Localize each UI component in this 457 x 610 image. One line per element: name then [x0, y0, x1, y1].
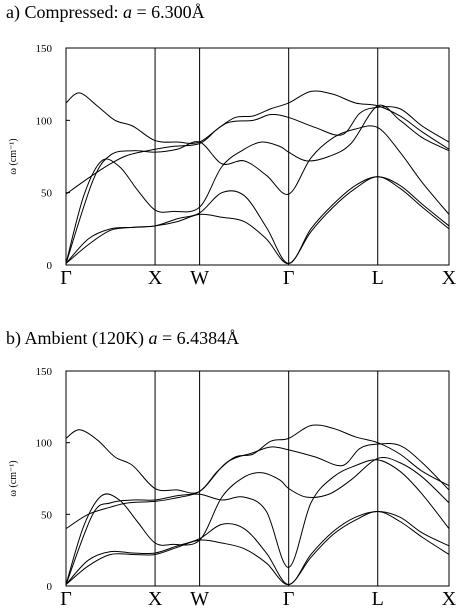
panel-a-title-suffix: = 6.300Å — [131, 2, 205, 22]
chart-b-branch-6 — [65, 510, 450, 586]
panel-a-title: a) Compressed: a = 6.300Å — [6, 2, 205, 23]
chart-b-branch-4 — [65, 459, 450, 585]
chart-a-branch-5 — [65, 176, 450, 265]
chart-b-ytick-label-100: 100 — [36, 438, 53, 450]
chart-a-branch-1 — [65, 92, 450, 144]
chart-b-ytick-label-50: 50 — [41, 509, 53, 521]
chart-b-branch-1 — [65, 429, 450, 494]
chart-a-ytick-label-0: 0 — [47, 260, 53, 272]
panel-b-title-suffix: = 6.4384Å — [157, 328, 240, 348]
chart-a-ytick-label-150: 150 — [36, 43, 53, 55]
panel-b-title-var: a — [148, 328, 158, 348]
chart-a-ytick-label-50: 50 — [41, 188, 53, 200]
chart-b-ylabel: ω (cm⁻¹) — [8, 460, 19, 496]
chart-b-xlabel-0: Γ — [60, 588, 72, 610]
chart-a-xlabel-2: W — [190, 267, 209, 289]
panel-a-title-var: a — [122, 2, 132, 22]
chart-a-branch-6 — [65, 176, 450, 265]
chart-b-branch-2 — [65, 424, 450, 530]
chart-b: 0 50 100 150 ω (cm⁻¹) Γ X W Γ L X — [8, 366, 457, 610]
panel-b-title-prefix: b) Ambient (120K) — [6, 328, 149, 348]
chart-a-xlabel-1: X — [148, 267, 163, 289]
chart-a-xlabel-3: Γ — [283, 267, 295, 289]
chart-b-branch-5 — [65, 510, 450, 586]
chart-a: 0 50 100 150 ω (cm⁻¹) Γ X W Γ L X — [8, 43, 457, 289]
chart-a-xlabel-4: L — [372, 267, 384, 289]
chart-b-xlabel-2: W — [190, 588, 209, 610]
chart-a-branch-3 — [65, 104, 450, 264]
chart-b-xlabel-5: X — [442, 588, 457, 610]
panel-b-title: b) Ambient (120K) a = 6.4384Å — [6, 328, 239, 349]
chart-b-frame — [65, 370, 450, 587]
chart-a-xlabel-5: X — [442, 267, 457, 289]
chart-a-ytick-label-100: 100 — [36, 115, 53, 127]
chart-b-ytick-label-0: 0 — [47, 581, 53, 593]
chart-b-ytick-label-150: 150 — [36, 366, 53, 378]
chart-a-ylabel: ω (cm⁻¹) — [8, 138, 19, 174]
chart-b-xlabel-4: L — [372, 588, 384, 610]
chart-b-branch-3 — [65, 456, 450, 585]
chart-a-frame — [65, 47, 450, 266]
chart-b-xlabel-3: Γ — [283, 588, 295, 610]
chart-b-xlabel-1: X — [148, 588, 163, 610]
chart-a-xlabel-0: Γ — [60, 267, 72, 289]
panel-a-title-prefix: a) Compressed: — [6, 2, 123, 22]
chart-a-branch-4 — [65, 125, 450, 264]
